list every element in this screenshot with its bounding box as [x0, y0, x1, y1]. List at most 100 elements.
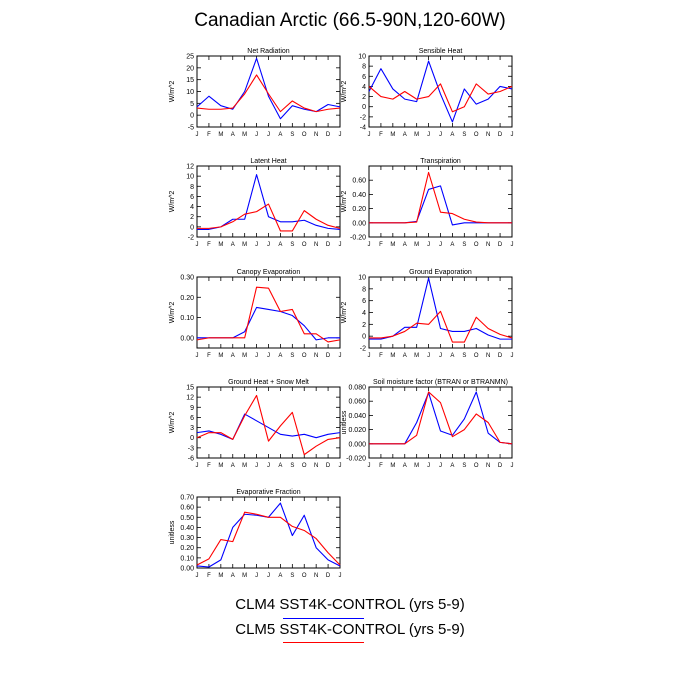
- latent-heat-xtick-label-m: M: [242, 242, 247, 248]
- sensible-heat-xtick-label-j: J: [511, 132, 514, 138]
- ground-evaporation-ytick-label: 8: [362, 286, 366, 293]
- ground-heat-snow-melt-line-clm4: [196, 413, 341, 440]
- transpiration-xtick-label-j: J: [427, 242, 430, 248]
- canopy-evaporation-xtick-label-a: A: [231, 353, 235, 359]
- transpiration-ytick-label: -0.20: [350, 235, 366, 242]
- ground-heat-snow-melt-xtick-label-j: J: [196, 463, 199, 469]
- evaporative-fraction-ytick-label: 0.70: [180, 495, 194, 502]
- soil-moisture-factor-btran-or-btranmn-xtick-label-j: J: [368, 463, 371, 469]
- evaporative-fraction-line-clm4: [196, 502, 341, 568]
- transpiration-xtick-label-d: D: [498, 242, 503, 248]
- soil-moisture-factor-btran-or-btranmn-xtick-label-n: N: [486, 463, 490, 469]
- latent-heat-xtick-label-j: J: [267, 242, 270, 248]
- ground-heat-snow-melt-xtick-label-m: M: [242, 463, 247, 469]
- ground-heat-snow-melt-ytick-label: 0: [190, 435, 194, 442]
- evaporative-fraction-xtick-label-s: S: [290, 573, 294, 579]
- ground-heat-snow-melt-xtick-label-a: A: [278, 463, 282, 469]
- latent-heat-xtick-label-j: J: [255, 242, 258, 248]
- canopy-evaporation-xtick-label-j: J: [196, 353, 199, 359]
- net-radiation-xtick-label-d: D: [326, 132, 331, 138]
- evaporative-fraction-xtick-label-j: J: [196, 573, 199, 579]
- ground-heat-snow-melt-ylabel: W/m^2: [169, 412, 176, 434]
- sensible-heat-xtick-label-d: D: [498, 132, 503, 138]
- sensible-heat-xtick-label-m: M: [390, 132, 395, 138]
- ground-heat-snow-melt-xtick-label-f: F: [207, 463, 211, 469]
- ground-evaporation-line-clm5: [369, 310, 513, 343]
- transpiration-xtick-label-s: S: [462, 242, 466, 248]
- latent-heat-ytick-label: -2: [188, 235, 194, 242]
- soil-moisture-factor-btran-or-btranmn-line-clm4: [369, 391, 513, 445]
- soil-moisture-factor-btran-or-btranmn-xtick-label-m: M: [414, 463, 419, 469]
- soil-moisture-factor-btran-or-btranmn-frame: [368, 386, 513, 459]
- sensible-heat-xtick-label-j: J: [427, 132, 430, 138]
- canopy-evaporation-ytick-label: 0.00: [180, 335, 194, 342]
- canopy-evaporation-xtick-label-s: S: [290, 353, 294, 359]
- sensible-heat-ytick-label: 6: [362, 74, 366, 81]
- soil-moisture-factor-btran-or-btranmn-ytick-label: 0.000: [348, 441, 366, 448]
- ground-heat-snow-melt-ytick-label: 9: [190, 405, 194, 412]
- evaporative-fraction-ytick-label: 0.00: [180, 566, 194, 573]
- ground-evaporation-ytick-label: 4: [362, 310, 366, 317]
- evaporative-fraction-ylabel: unitless: [169, 520, 176, 544]
- latent-heat-line-clm5: [197, 203, 341, 232]
- ground-evaporation-xtick-label-j: J: [427, 353, 430, 359]
- legend-swatch-clm4: [283, 618, 364, 619]
- net-radiation-ytick-label: 0: [190, 113, 194, 120]
- canopy-evaporation-xtick-label-m: M: [242, 353, 247, 359]
- soil-moisture-factor-btran-or-btranmn-ytick-label: 0.080: [348, 385, 366, 392]
- evaporative-fraction-title: Evaporative Fraction: [236, 489, 300, 496]
- ground-evaporation-xtick-label-j: J: [439, 353, 442, 359]
- ground-heat-snow-melt-ytick-label: 6: [190, 415, 194, 422]
- net-radiation-ytick-label: 15: [186, 77, 194, 84]
- ground-evaporation-xtick-label-s: S: [462, 353, 466, 359]
- canopy-evaporation-line-clm5: [196, 286, 341, 343]
- latent-heat-xtick-label-f: F: [207, 242, 211, 248]
- transpiration-line-clm5: [369, 171, 512, 224]
- canopy-evaporation-title: Canopy Evaporation: [237, 269, 301, 276]
- sensible-heat-xtick-label-s: S: [462, 132, 466, 138]
- canopy-evaporation-xtick-label-d: D: [326, 353, 331, 359]
- evaporative-fraction-xtick-label-m: M: [242, 573, 247, 579]
- latent-heat-ytick-label: 8: [190, 184, 194, 191]
- evaporative-fraction-xtick-label-n: N: [314, 573, 318, 579]
- soil-moisture-factor-btran-or-btranmn-xtick-label-a: A: [403, 463, 407, 469]
- sensible-heat-xtick-label-n: N: [486, 132, 490, 138]
- latent-heat-xtick-label-o: O: [302, 242, 307, 248]
- soil-moisture-factor-btran-or-btranmn-ytick-label: 0.040: [348, 413, 366, 420]
- soil-moisture-factor-btran-or-btranmn-xtick-label-m: M: [390, 463, 395, 469]
- ground-heat-snow-melt-xtick-label-j: J: [255, 463, 258, 469]
- transpiration-xtick-label-m: M: [390, 242, 395, 248]
- soil-moisture-factor-btran-or-btranmn-xtick-label-j: J: [439, 463, 442, 469]
- ground-heat-snow-melt-ytick-label: 15: [186, 385, 194, 392]
- ground-evaporation-ylabel: W/m^2: [341, 302, 348, 324]
- ground-heat-snow-melt-xtick-label-n: N: [314, 463, 318, 469]
- soil-moisture-factor-btran-or-btranmn-ytick-label: 0.020: [348, 427, 366, 434]
- latent-heat-ytick-label: 0: [190, 224, 194, 231]
- ground-evaporation-xtick-label-j: J: [511, 353, 514, 359]
- evaporative-fraction-frame: [196, 496, 341, 569]
- ground-evaporation-xtick-label-d: D: [498, 353, 503, 359]
- latent-heat-xtick-label-a: A: [278, 242, 282, 248]
- transpiration-xtick-label-j: J: [439, 242, 442, 248]
- ground-evaporation-ytick-label: -2: [360, 346, 366, 353]
- latent-heat-ytick-label: 6: [190, 194, 194, 201]
- ground-heat-snow-melt-xtick-label-j: J: [339, 463, 342, 469]
- latent-heat-ytick-label: 10: [186, 174, 194, 181]
- canopy-evaporation-xtick-label-j: J: [255, 353, 258, 359]
- sensible-heat-ytick-label: 4: [362, 84, 366, 91]
- transpiration-xtick-label-j: J: [511, 242, 514, 248]
- ground-heat-snow-melt-frame: [196, 386, 341, 459]
- transpiration-xtick-label-a: A: [403, 242, 407, 248]
- net-radiation-ytick-label: 5: [190, 101, 194, 108]
- soil-moisture-factor-btran-or-btranmn-ytick-label: -0.020: [346, 456, 366, 463]
- legend-swatch-clm5: [283, 642, 364, 643]
- ground-heat-snow-melt-xtick-label-m: M: [218, 463, 223, 469]
- canopy-evaporation-ytick-label: 0.10: [180, 315, 194, 322]
- soil-moisture-factor-btran-or-btranmn-xtick-label-s: S: [462, 463, 466, 469]
- latent-heat-xtick-label-j: J: [339, 242, 342, 248]
- canopy-evaporation-xtick-label-j: J: [339, 353, 342, 359]
- evaporative-fraction-xtick-label-a: A: [278, 573, 282, 579]
- evaporative-fraction-xtick-label-f: F: [207, 573, 211, 579]
- ground-heat-snow-melt-title: Ground Heat + Snow Melt: [228, 379, 309, 386]
